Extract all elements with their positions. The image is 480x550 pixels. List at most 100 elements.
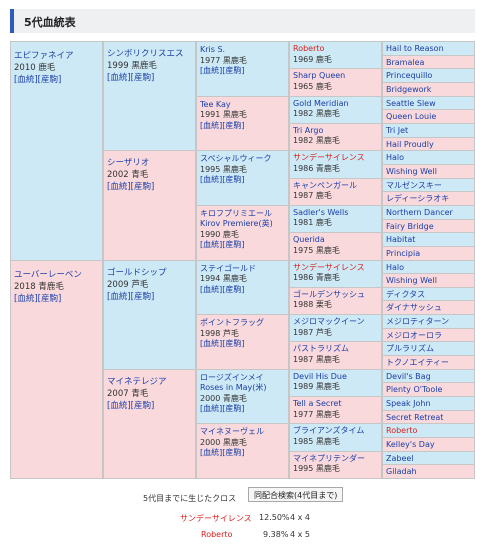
horse-name-link[interactable]: エピファネイア bbox=[14, 51, 74, 61]
horse-name-link[interactable]: Zabeel bbox=[386, 453, 414, 463]
horse-name-link[interactable]: ダイナサッシュ bbox=[386, 303, 442, 313]
horse-name-link[interactable]: Queen Louie bbox=[386, 112, 437, 122]
pedigree-cell-gen4: サンデーサイレンス 1986 青鹿毛 bbox=[289, 150, 382, 179]
horse-name-link[interactable]: ブライアンズタイム bbox=[293, 426, 365, 436]
pedigree-progeny-links[interactable]: [血統][産駒] bbox=[107, 182, 155, 193]
horse-name-link[interactable]: Secret Retreat bbox=[386, 412, 444, 422]
horse-name-link[interactable]: Wishing Well bbox=[386, 276, 437, 286]
horse-foreign-name-link[interactable]: Kirov Premiere(英) bbox=[200, 219, 273, 229]
horse-name-link[interactable]: Roberto bbox=[386, 426, 418, 436]
horse-name-link[interactable]: サンデーサイレンス bbox=[293, 153, 365, 163]
horse-name-link[interactable]: パストラリズム bbox=[293, 344, 349, 354]
pedigree-progeny-links[interactable]: [血統][産駒] bbox=[200, 284, 245, 294]
pedigree-cell-gen5: トクノエイティー bbox=[382, 355, 475, 370]
pedigree-progeny-links[interactable]: [血統][産駒] bbox=[14, 75, 62, 85]
horse-name-link[interactable]: レディーシラオキ bbox=[386, 194, 450, 204]
pedigree-progeny-links[interactable]: [血統][産駒] bbox=[200, 240, 245, 250]
horse-name-link[interactable]: Kris S. bbox=[200, 45, 226, 54]
pedigree-progeny-links[interactable]: [血統][産駒] bbox=[14, 293, 62, 304]
horse-name-link[interactable]: ステイゴールド bbox=[200, 263, 256, 273]
pedigree-cell-gen5: Halo bbox=[382, 259, 475, 275]
pedigree-cell-gen5: Zabeel bbox=[382, 450, 475, 466]
horse-name-link[interactable]: Fairy Bridge bbox=[386, 221, 434, 231]
horse-name-link[interactable]: マイネテレジア bbox=[107, 376, 167, 387]
pedigree-progeny-links[interactable]: [血統][産駒] bbox=[107, 73, 155, 83]
pedigree-progeny-links[interactable]: [血統][産駒] bbox=[107, 400, 155, 411]
pedigree-cell-gen4: サンデーサイレンス 1986 青鹿毛 bbox=[289, 259, 382, 288]
horse-name-link[interactable]: キロフプリミエール bbox=[200, 208, 272, 218]
horse-name-link[interactable]: Plenty O'Toole bbox=[386, 385, 443, 395]
horse-name-link[interactable]: Giladah bbox=[386, 467, 417, 477]
horse-name-link[interactable]: メジロティターン bbox=[386, 317, 450, 327]
horse-name-link[interactable]: Seattle Slew bbox=[386, 98, 436, 108]
pedigree-cell-gen5: Plenty O'Toole bbox=[382, 382, 475, 398]
pedigree-progeny-links[interactable]: [血統][産駒] bbox=[200, 120, 245, 130]
horse-name-link[interactable]: Bramalea bbox=[386, 57, 425, 67]
same-mating-search-button[interactable]: 同配合検索(4代目まで) bbox=[248, 487, 344, 502]
horse-name-link[interactable]: Sadler's Wells bbox=[293, 207, 349, 217]
horse-name-link[interactable]: Hail Proudly bbox=[386, 139, 434, 149]
horse-name-link[interactable]: Devil's Bag bbox=[386, 371, 431, 381]
horse-name-link[interactable]: Hail to Reason bbox=[386, 44, 444, 53]
cross-horse-name[interactable]: サンデーサイレンス bbox=[180, 514, 252, 523]
horse-name-link[interactable]: シーザリオ bbox=[107, 158, 150, 169]
horse-name-link[interactable]: マイネプリテンダー bbox=[293, 453, 365, 463]
pedigree-progeny-links[interactable]: [血統][産駒] bbox=[200, 66, 245, 75]
horse-name-link[interactable]: ユーバーレーベン bbox=[14, 269, 82, 280]
horse-birth-color: 2002 青毛 bbox=[107, 170, 149, 181]
cross-horse-name[interactable]: Roberto bbox=[201, 530, 233, 539]
pedigree-progeny-links[interactable]: [血統][産駒] bbox=[200, 175, 245, 185]
horse-name-link[interactable]: ゴールドシップ bbox=[107, 267, 167, 278]
horse-name-link[interactable]: スペシャルウィーク bbox=[200, 154, 272, 164]
horse-name-link[interactable]: Gold Meridian bbox=[293, 98, 349, 108]
horse-name-link[interactable]: Querida bbox=[293, 235, 325, 245]
horse-name-link[interactable]: シンボリクリスエス bbox=[107, 49, 184, 59]
horse-name-link[interactable]: Tee Kay bbox=[200, 99, 231, 109]
horse-birth-color: 1995 黒鹿毛 bbox=[293, 464, 340, 474]
horse-name-link[interactable]: マルゼンスキー bbox=[386, 180, 442, 190]
horse-name-link[interactable]: キャンペンガール bbox=[293, 180, 357, 190]
pedigree-cell-gen4: Sadler's Wells 1981 鹿毛 bbox=[289, 204, 382, 234]
pedigree-cell-gen5: Tri Jet bbox=[382, 122, 475, 138]
pedigree-cell-gen5: ディクタス bbox=[382, 286, 475, 302]
horse-name-link[interactable]: ロージズインメイ bbox=[200, 372, 264, 382]
horse-name-link[interactable]: メジロマックイーン bbox=[293, 317, 365, 327]
horse-name-link[interactable]: Tri Jet bbox=[386, 125, 409, 135]
pedigree-cell-gen5: Hail Proudly bbox=[382, 136, 475, 152]
horse-name-link[interactable]: Princequillo bbox=[386, 71, 433, 81]
horse-name-link[interactable]: Wishing Well bbox=[386, 166, 437, 176]
horse-name-link[interactable]: Tri Argo bbox=[293, 125, 324, 135]
pedigree-cell-gen5: マルゼンスキー bbox=[382, 177, 475, 193]
horse-foreign-name-link[interactable]: Roses in May(米) bbox=[200, 383, 267, 393]
horse-name-link[interactable]: Roberto bbox=[293, 44, 325, 53]
horse-name-link[interactable]: プルラリズム bbox=[386, 344, 434, 354]
horse-name-link[interactable]: Speak John bbox=[386, 399, 431, 409]
horse-name-link[interactable]: Bridgework bbox=[386, 84, 432, 94]
pedigree-cell-gen5: Secret Retreat bbox=[382, 409, 475, 425]
horse-name-link[interactable]: ポイントフラッグ bbox=[200, 318, 264, 328]
horse-name-link[interactable]: メジロオーロラ bbox=[386, 330, 442, 340]
horse-name-link[interactable]: ゴールデンサッシュ bbox=[293, 289, 365, 299]
horse-name-link[interactable]: Principia bbox=[386, 248, 421, 258]
pedigree-cell-gen4: メジロマックイーン 1987 芦毛 bbox=[289, 314, 382, 343]
horse-name-link[interactable]: サンデーサイレンス bbox=[293, 262, 365, 272]
horse-name-link[interactable]: ディクタス bbox=[386, 289, 426, 299]
horse-name-link[interactable]: Habitat bbox=[386, 235, 416, 245]
horse-name-link[interactable]: Halo bbox=[386, 262, 405, 272]
pedigree-cell-gen5: ダイナサッシュ bbox=[382, 300, 475, 316]
horse-name-link[interactable]: Halo bbox=[386, 153, 405, 163]
horse-name-link[interactable]: マイネヌーヴェル bbox=[200, 427, 264, 437]
horse-name-link[interactable]: Devil His Due bbox=[293, 371, 347, 381]
pedigree-progeny-links[interactable]: [血統][産駒] bbox=[107, 291, 155, 302]
pedigree-progeny-links[interactable]: [血統][産駒] bbox=[200, 339, 245, 349]
horse-name-link[interactable]: Tell a Secret bbox=[293, 399, 342, 409]
pedigree-cell-gen4: Gold Meridian 1982 黒鹿毛 bbox=[289, 95, 382, 124]
cross-percent: 12.50% bbox=[259, 513, 290, 522]
horse-name-link[interactable]: Sharp Queen bbox=[293, 71, 346, 81]
horse-name-link[interactable]: Northern Dancer bbox=[386, 207, 453, 217]
horse-name-link[interactable]: トクノエイティー bbox=[386, 358, 449, 368]
horse-name-link[interactable]: Kelley's Day bbox=[386, 440, 435, 450]
pedigree-progeny-links[interactable]: [血統][産駒] bbox=[200, 448, 245, 458]
pedigree-progeny-links[interactable]: [血統][産駒] bbox=[200, 404, 245, 414]
